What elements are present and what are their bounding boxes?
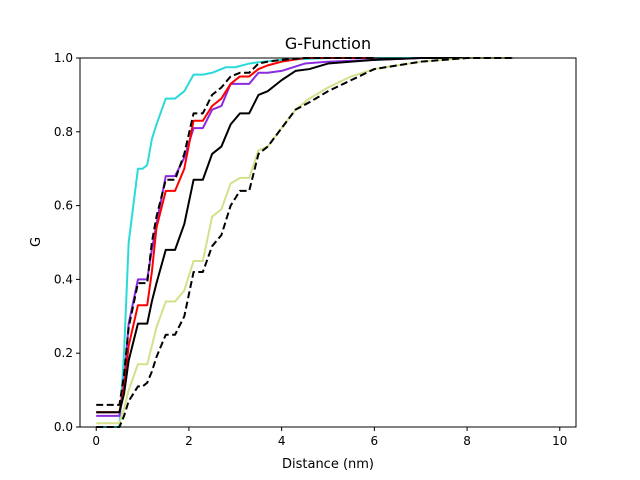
series-line-4: [96, 57, 375, 406]
y-tick-label: 0.6: [54, 199, 73, 213]
y-tick-label: 1.0: [54, 51, 73, 65]
plot-frame: [79, 57, 577, 428]
x-tick-label: 8: [463, 434, 471, 448]
x-tick-label: 10: [552, 434, 567, 448]
series-line-7: [96, 57, 514, 428]
x-tick-label: 2: [185, 434, 193, 448]
series-line-3: [96, 57, 375, 414]
ticks-layer: 0 2 4 6 8 10 0.0 0.2 0.4 0.6 0.8 1.0: [54, 51, 568, 448]
y-tick-label: 0.0: [54, 420, 73, 434]
y-tick-label: 0.4: [54, 272, 73, 286]
x-tick-label: 4: [278, 434, 286, 448]
series-line-1: [96, 57, 421, 428]
x-tick-label: 6: [371, 434, 379, 448]
y-tick-label: 0.8: [54, 125, 73, 139]
series-line-2: [96, 57, 468, 417]
x-tick-label: 0: [92, 434, 100, 448]
series-line-6: [96, 57, 514, 425]
series-layer: [96, 57, 514, 428]
y-tick-label: 0.2: [54, 346, 73, 360]
x-axis-label: Distance (nm): [282, 457, 374, 472]
y-axis-label: G: [29, 237, 44, 247]
chart-title: G-Function: [285, 34, 371, 53]
series-line-5: [96, 57, 468, 414]
